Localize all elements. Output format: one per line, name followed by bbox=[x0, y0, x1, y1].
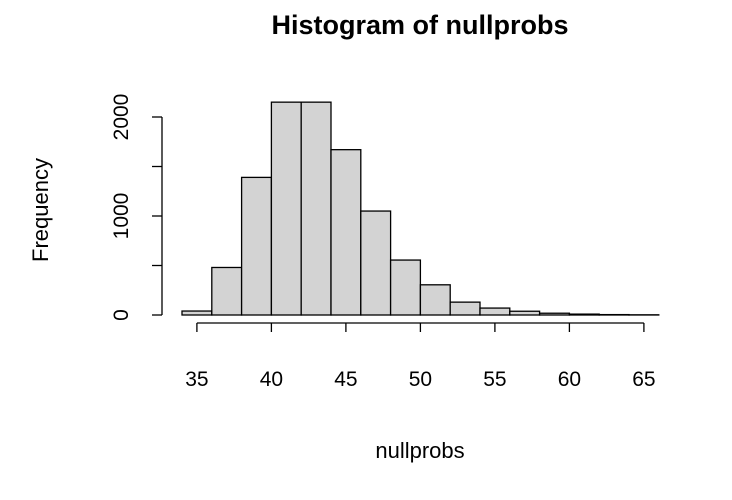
x-tick-label-6: 65 bbox=[632, 368, 655, 391]
histogram-bar-3 bbox=[270, 101, 302, 316]
histogram-bar-11 bbox=[509, 310, 541, 316]
histogram-bar-0 bbox=[181, 310, 213, 316]
y-axis: 0 1000 2000 bbox=[110, 94, 163, 321]
x-tick-label-0: 35 bbox=[185, 368, 208, 391]
histogram-bar-12 bbox=[538, 312, 571, 316]
x-tick-label-1: 40 bbox=[260, 368, 283, 391]
histogram-bar-7 bbox=[389, 259, 422, 316]
y-tick-label-0: 0 bbox=[110, 309, 133, 321]
histogram-bar-9 bbox=[449, 301, 481, 316]
histogram-bar-10 bbox=[479, 307, 511, 316]
x-axis: 35 40 45 50 55 60 65 bbox=[185, 322, 656, 391]
bars-group bbox=[181, 101, 660, 316]
histogram-bar-8 bbox=[419, 284, 451, 316]
chart-title: Histogram of nullprobs bbox=[272, 10, 569, 40]
y-axis-label: Frequency bbox=[28, 158, 53, 262]
x-tick-label-5: 60 bbox=[558, 368, 581, 391]
y-tick-label-2: 1000 bbox=[110, 193, 133, 240]
x-tick-label-4: 55 bbox=[483, 368, 506, 391]
histogram-bar-4 bbox=[300, 101, 332, 316]
x-axis-label: nullprobs bbox=[375, 438, 464, 463]
histogram-bar-13 bbox=[568, 313, 600, 316]
x-tick-label-3: 50 bbox=[409, 368, 432, 391]
histogram-bar-5 bbox=[330, 149, 362, 316]
histogram-bar-6 bbox=[360, 210, 392, 316]
histogram-bar-1 bbox=[211, 266, 243, 316]
y-tick-label-4: 2000 bbox=[110, 94, 133, 141]
x-tick-label-2: 45 bbox=[334, 368, 357, 391]
histogram-bar-2 bbox=[240, 176, 273, 316]
